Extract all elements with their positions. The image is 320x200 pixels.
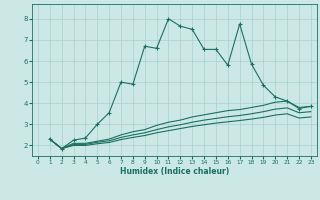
X-axis label: Humidex (Indice chaleur): Humidex (Indice chaleur): [120, 167, 229, 176]
